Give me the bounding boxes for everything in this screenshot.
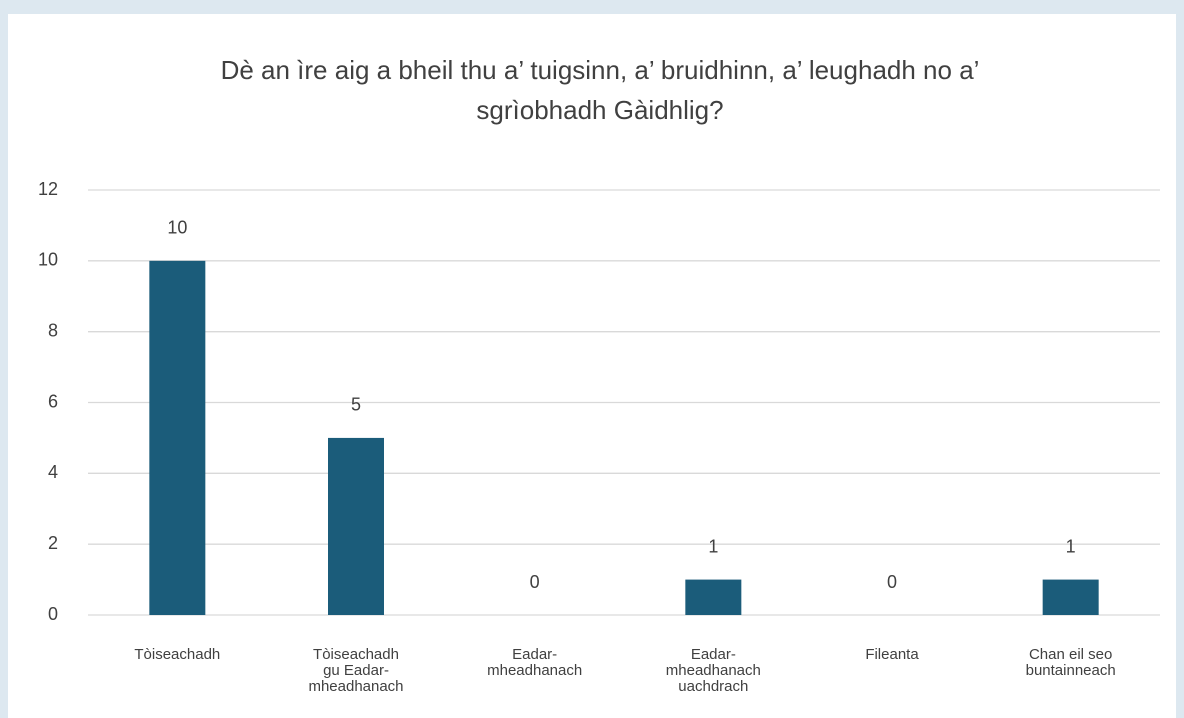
x-tick-label: buntainneach (1026, 662, 1116, 679)
x-tick-label: Tòiseachadh (134, 646, 220, 663)
y-tick-label: 12 (38, 179, 58, 199)
x-tick-label: uachdrach (678, 678, 748, 695)
data-label: 1 (708, 536, 718, 556)
x-tick-label: Fileanta (865, 646, 919, 663)
y-tick-label: 2 (48, 533, 58, 553)
x-tick-label: mheadhanach (487, 662, 582, 679)
y-tick-label: 10 (38, 250, 58, 270)
data-label: 0 (530, 572, 540, 592)
x-tick-label: mheadhanach (308, 678, 403, 695)
bar (685, 579, 742, 615)
bar (328, 437, 384, 615)
data-label: 5 (351, 395, 361, 415)
data-label: 1 (1066, 536, 1076, 556)
x-tick-label: mheadhanach (666, 662, 761, 679)
data-label: 10 (167, 218, 187, 238)
x-tick-label: Chan eil seo (1029, 646, 1112, 663)
x-tick-label: Eadar- (691, 646, 736, 663)
x-tick-label: gu Eadar- (323, 662, 389, 679)
bar (1042, 579, 1099, 615)
chart-title: Dè an ìre aig a bheil thu a’ tuigsinn, a… (220, 55, 980, 125)
data-label: 0 (887, 572, 897, 592)
x-tick-label: Tòiseachadh (313, 646, 399, 663)
bar (149, 260, 206, 615)
y-tick-label: 6 (48, 391, 58, 411)
y-tick-label: 4 (48, 462, 58, 482)
y-tick-label: 8 (48, 320, 58, 340)
x-tick-label: Eadar- (512, 646, 557, 663)
y-tick-label: 0 (48, 604, 58, 624)
